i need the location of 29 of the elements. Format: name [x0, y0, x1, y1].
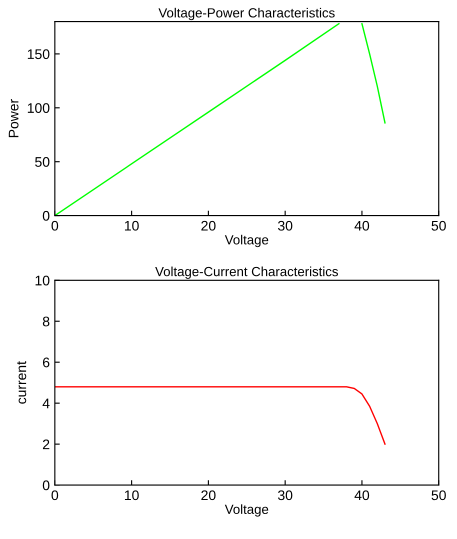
y-tick-label: 0 — [42, 210, 50, 221]
y-axis-title: Power — [8, 99, 19, 138]
y-tick-label: 6 — [42, 358, 50, 368]
chart-title: Voltage-Power Characteristics — [158, 8, 335, 20]
y-tick-label: 4 — [42, 398, 50, 408]
y-tick-label: 10 — [36, 276, 50, 286]
x-tick-label: 50 — [432, 490, 446, 500]
y-axis-title: current — [17, 361, 26, 404]
x-tick-label: 30 — [278, 220, 292, 231]
y-tick-label: 8 — [42, 316, 50, 326]
y-tick-label: 0 — [42, 480, 50, 490]
y-tick-label: 2 — [42, 439, 50, 450]
x-tick-label: 0 — [52, 490, 58, 500]
x-tick-label: 10 — [124, 220, 139, 231]
chart-title: Voltage-Current Characteristics — [155, 266, 338, 279]
x-tick-label: 20 — [201, 220, 216, 231]
x-tick-label: 50 — [432, 220, 446, 231]
x-tick-label: 20 — [201, 490, 216, 500]
y-tick-label: 50 — [35, 157, 50, 167]
x-tick-label: 0 — [52, 220, 58, 231]
x-tick-label: 30 — [278, 490, 292, 500]
y-tick-label: 100 — [28, 103, 50, 113]
x-axis-title: Voltage — [224, 504, 268, 517]
x-tick-label: 40 — [354, 220, 370, 231]
y-tick-label: 150 — [28, 49, 50, 60]
x-tick-label: 10 — [124, 490, 139, 500]
x-axis-title: Voltage — [224, 234, 268, 248]
x-tick-label: 40 — [354, 490, 370, 500]
line-series — [54, 386, 386, 445]
